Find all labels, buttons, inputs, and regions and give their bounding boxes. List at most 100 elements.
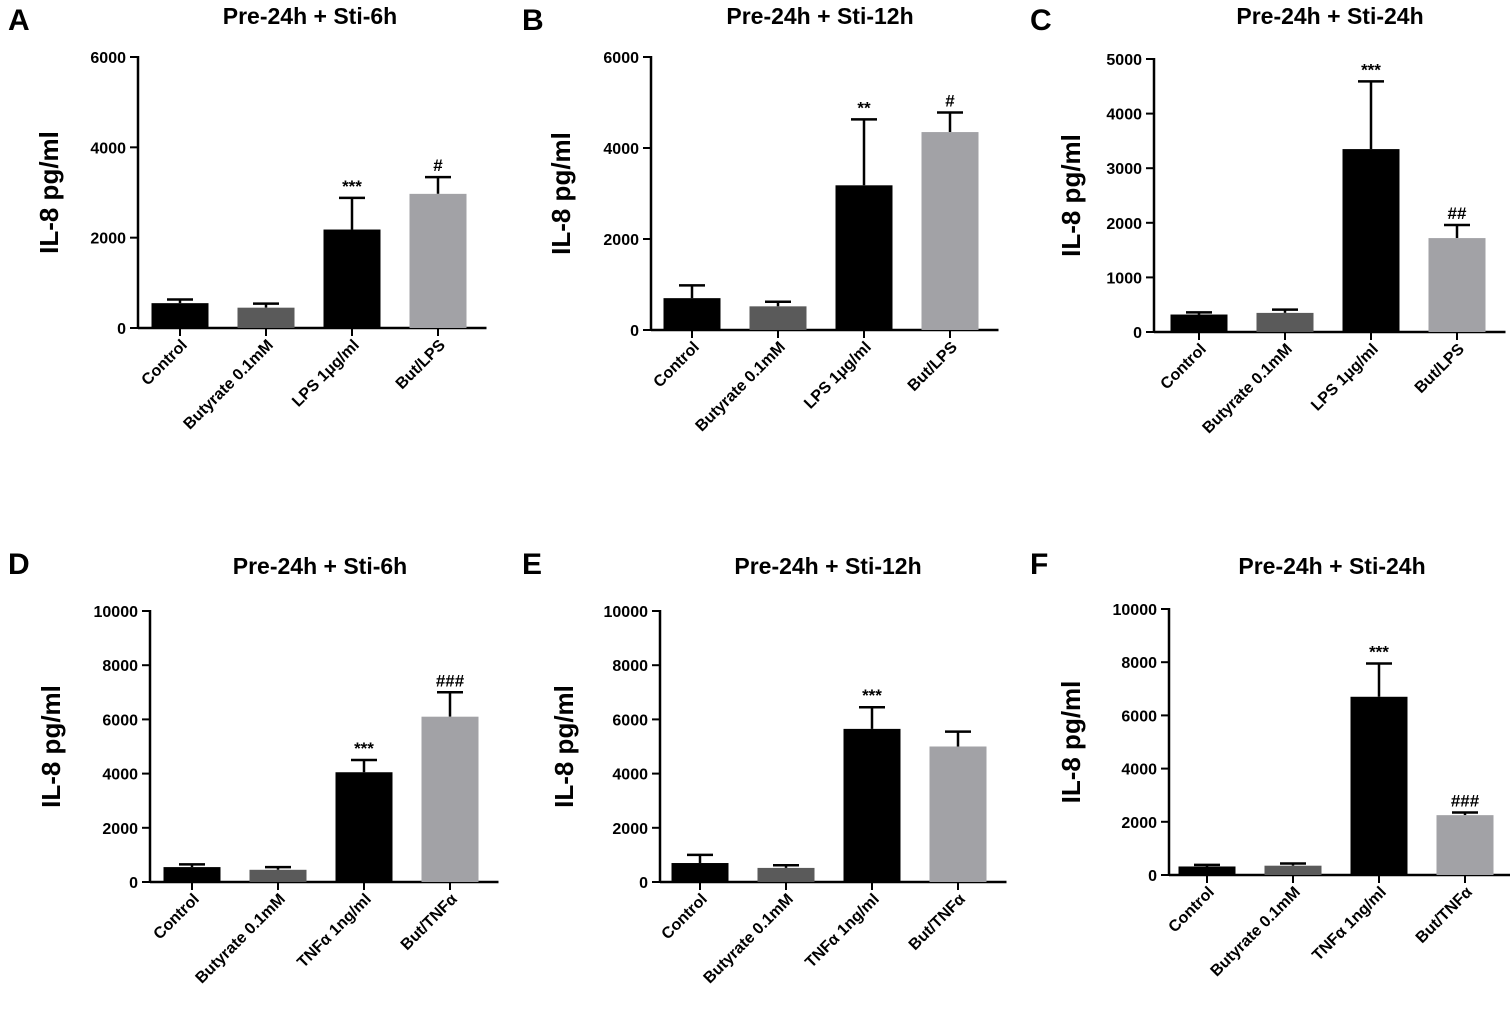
bar	[1350, 696, 1408, 875]
y-tick-label: 2000	[612, 821, 648, 838]
panel-f: F Pre-24h + Sti-24h IL-8 pg/ml 0 2000 4000 600…	[1030, 548, 1510, 980]
y-tick-label: 6000	[102, 712, 138, 729]
x-tick-label: TNFα 1ng/ml	[802, 891, 883, 972]
x-tick-label: Control	[151, 891, 203, 943]
bar	[237, 307, 295, 328]
bar	[1428, 238, 1486, 332]
significance-label: #	[945, 92, 955, 111]
x-tick-label: Control	[1166, 884, 1218, 936]
y-tick-label: 2000	[102, 821, 138, 838]
panel-a: A Pre-24h + Sti-6h IL-8 pg/ml 0 2000 4000 6000…	[8, 3, 487, 433]
y-tick-label: 2000	[603, 232, 639, 249]
y-tick-label: 2000	[90, 231, 126, 248]
panel-letter: C	[1030, 4, 1052, 37]
y-tick-label: 4000	[603, 141, 639, 158]
bar	[1178, 866, 1236, 875]
bar	[1170, 314, 1228, 332]
bar	[1264, 865, 1322, 875]
x-tick-label: Butyrate 0.1mM	[1200, 341, 1296, 437]
bar	[1256, 312, 1314, 332]
bar	[843, 728, 901, 882]
y-tick-label: 2000	[1106, 216, 1142, 233]
panel-c: C Pre-24h + Sti-24h IL-8 pg/ml 0 1000 2000 300…	[1030, 3, 1506, 437]
chart-title: Pre-24h + Sti-6h	[233, 553, 407, 579]
significance-label: #	[433, 156, 443, 175]
significance-label: ***	[1361, 60, 1381, 79]
x-tick-label: But/LPS	[1412, 341, 1468, 397]
significance-label: ***	[342, 177, 362, 196]
y-tick-label: 10000	[1113, 602, 1158, 619]
y-tick-label: 4000	[102, 767, 138, 784]
x-tick-label: TNFα 1ng/ml	[1309, 884, 1390, 965]
panel-b: B Pre-24h + Sti-12h IL-8 pg/ml 0 2000 4000 600…	[522, 3, 999, 435]
chart-title: Pre-24h + Sti-6h	[223, 3, 397, 29]
y-tick-label: 8000	[612, 658, 648, 675]
bar	[671, 863, 729, 882]
y-tick-label: 0	[117, 321, 126, 338]
bar	[335, 772, 393, 882]
y-tick-label: 0	[129, 875, 138, 892]
x-tick-label: Control	[1158, 341, 1210, 393]
y-tick-label: 4000	[612, 767, 648, 784]
chart-title: Pre-24h + Sti-24h	[1236, 3, 1423, 29]
y-axis-label: IL-8 pg/ml	[1056, 134, 1086, 257]
y-tick-label: 4000	[90, 140, 126, 157]
y-tick-label: 0	[1148, 868, 1157, 885]
significance-label: ***	[862, 686, 882, 705]
bar	[1342, 149, 1400, 332]
panel-d: D Pre-24h + Sti-6h IL-8 pg/ml 0 2000 4000 6000…	[8, 548, 499, 987]
significance-label: ###	[436, 671, 465, 690]
y-axis-label: IL-8 pg/ml	[549, 685, 579, 808]
x-tick-label: But/LPS	[393, 337, 449, 393]
y-tick-label: 6000	[603, 50, 639, 67]
x-tick-label: Control	[659, 891, 711, 943]
significance-label: ***	[354, 739, 374, 758]
bar	[323, 229, 381, 328]
x-tick-label: But/TNFα	[398, 891, 461, 954]
significance-label: **	[857, 98, 871, 117]
x-tick-label: Butyrate 0.1mM	[1208, 884, 1304, 980]
panel-letter: B	[522, 4, 544, 37]
chart-title: Pre-24h + Sti-24h	[1238, 553, 1425, 579]
bar	[409, 193, 467, 328]
y-tick-label: 4000	[1121, 762, 1157, 779]
x-tick-label: But/TNFα	[906, 891, 969, 954]
y-tick-label: 0	[639, 875, 648, 892]
chart-title: Pre-24h + Sti-12h	[734, 553, 921, 579]
y-tick-label: 5000	[1106, 52, 1142, 69]
x-tick-label: LPS 1μg/ml	[801, 339, 875, 413]
panel-letter: D	[8, 548, 30, 581]
x-tick-label: Control	[139, 337, 191, 389]
x-tick-label: Control	[651, 339, 703, 391]
x-tick-label: Butyrate 0.1mM	[181, 337, 277, 433]
x-tick-label: But/LPS	[905, 339, 961, 395]
y-tick-label: 0	[630, 323, 639, 340]
y-tick-label: 6000	[612, 712, 648, 729]
panel-e: E Pre-24h + Sti-12h IL-8 pg/ml 0 2000 4000 600…	[522, 548, 1007, 987]
y-tick-label: 6000	[1121, 708, 1157, 725]
x-tick-label: LPS 1μg/ml	[289, 337, 363, 411]
x-tick-label: LPS 1μg/ml	[1308, 341, 1382, 415]
bar	[249, 869, 307, 882]
y-tick-label: 10000	[94, 604, 139, 621]
y-tick-label: 8000	[1121, 655, 1157, 672]
bar	[835, 185, 893, 330]
x-tick-label: Butyrate 0.1mM	[693, 339, 789, 435]
y-tick-label: 3000	[1106, 161, 1142, 178]
y-tick-label: 1000	[1106, 270, 1142, 287]
bar	[1436, 815, 1494, 875]
x-tick-label: TNFα 1ng/ml	[294, 891, 375, 972]
bar	[151, 303, 209, 328]
bar	[749, 306, 807, 330]
y-axis-label: IL-8 pg/ml	[1056, 681, 1086, 804]
x-tick-label: But/TNFα	[1413, 884, 1476, 947]
bar	[929, 746, 987, 882]
y-tick-label: 8000	[102, 658, 138, 675]
y-tick-label: 2000	[1121, 815, 1157, 832]
x-tick-label: Butyrate 0.1mM	[701, 891, 797, 987]
y-axis-label: IL-8 pg/ml	[36, 685, 66, 808]
y-tick-label: 6000	[90, 50, 126, 67]
bar	[921, 132, 979, 330]
significance-label: ***	[1369, 643, 1389, 662]
